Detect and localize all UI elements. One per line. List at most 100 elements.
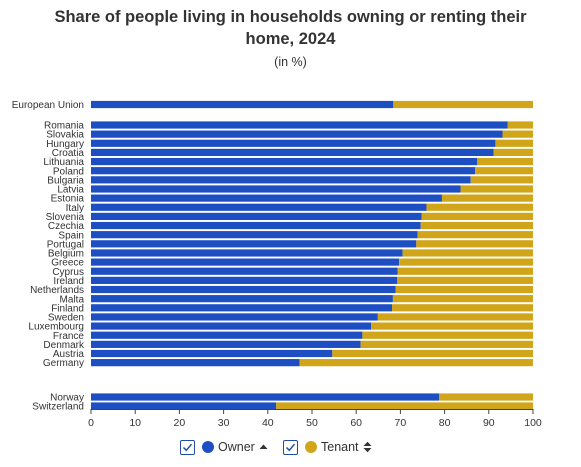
category-label-lithuania: Lithuania — [43, 157, 84, 168]
checkbox-tenant[interactable] — [283, 439, 298, 455]
category-label-estonia: Estonia — [51, 194, 85, 205]
bar-owner-estonia[interactable] — [91, 194, 442, 202]
chart-title: Share of people living in households own… — [0, 6, 581, 50]
legend-swatch-owner — [202, 441, 214, 453]
bar-tenant-estonia[interactable] — [441, 194, 533, 202]
chart-legend: Owner Tenant — [0, 436, 581, 458]
bar-tenant-belgium[interactable] — [402, 249, 533, 257]
bar-tenant-luxembourg[interactable] — [371, 322, 533, 330]
bar-owner-cyprus[interactable] — [91, 267, 398, 275]
bar-owner-spain[interactable] — [91, 231, 418, 239]
bar-owner-sweden[interactable] — [91, 313, 378, 321]
bar-owner-belgium[interactable] — [91, 249, 403, 257]
checkbox-owner[interactable] — [180, 439, 195, 455]
bar-tenant-finland[interactable] — [392, 304, 533, 312]
bar-tenant-slovenia[interactable] — [421, 212, 533, 220]
category-label-european-union: European Union — [12, 100, 84, 111]
bar-tenant-switzerland[interactable] — [276, 402, 533, 410]
bar-tenant-denmark[interactable] — [360, 340, 533, 348]
bar-tenant-germany[interactable] — [299, 359, 533, 367]
bar-owner-malta[interactable] — [91, 295, 393, 303]
bar-owner-bulgaria[interactable] — [91, 176, 471, 184]
legend-item-tenant[interactable]: Tenant — [283, 436, 372, 458]
bar-tenant-bulgaria[interactable] — [470, 176, 533, 184]
bar-tenant-cyprus[interactable] — [397, 267, 533, 275]
bar-owner-finland[interactable] — [91, 304, 392, 312]
bar-owner-netherlands[interactable] — [91, 285, 396, 294]
x-tick-label-20: 20 — [174, 417, 186, 429]
x-tick-label-100: 100 — [524, 417, 542, 429]
category-label-czechia: Czechia — [48, 221, 85, 232]
bar-tenant-spain[interactable] — [417, 231, 533, 239]
bar-tenant-latvia[interactable] — [460, 185, 533, 193]
checkmark-icon — [285, 443, 296, 451]
bar-tenant-malta[interactable] — [392, 295, 533, 303]
category-label-luxembourg: Luxembourg — [28, 322, 84, 333]
x-tick-label-90: 90 — [483, 417, 495, 429]
category-label-france: France — [53, 331, 85, 342]
category-label-ireland: Ireland — [53, 276, 84, 287]
category-label-italy: Italy — [66, 203, 84, 214]
category-label-finland: Finland — [51, 303, 84, 314]
bar-tenant-france[interactable] — [362, 331, 533, 339]
bar-tenant-austria[interactable] — [332, 349, 533, 358]
bar-tenant-ireland[interactable] — [397, 276, 533, 284]
x-tick-label-50: 50 — [306, 417, 318, 429]
bar-owner-denmark[interactable] — [91, 340, 361, 348]
bar-tenant-european-union[interactable] — [393, 100, 533, 109]
x-tick-label-10: 10 — [129, 417, 141, 429]
x-tick-label-70: 70 — [395, 417, 407, 429]
bar-tenant-croatia[interactable] — [493, 148, 533, 157]
bar-owner-germany[interactable] — [91, 359, 300, 367]
sort-ascending-icon[interactable] — [259, 443, 268, 451]
category-label-denmark: Denmark — [43, 340, 85, 351]
bar-owner-croatia[interactable] — [91, 148, 494, 157]
category-label-poland: Poland — [53, 166, 84, 177]
bar-owner-romania[interactable] — [91, 121, 508, 129]
bar-owner-slovakia[interactable] — [91, 130, 503, 138]
bar-tenant-italy[interactable] — [426, 203, 533, 211]
sort-both-icon[interactable] — [363, 441, 372, 453]
bar-owner-france[interactable] — [91, 331, 363, 339]
category-label-romania: Romania — [44, 121, 84, 132]
bar-owner-czechia[interactable] — [91, 221, 421, 230]
bar-owner-lithuania[interactable] — [91, 157, 478, 166]
bar-owner-latvia[interactable] — [91, 185, 461, 193]
bar-owner-portugal[interactable] — [91, 240, 417, 248]
bar-tenant-poland[interactable] — [475, 167, 533, 175]
bar-tenant-norway[interactable] — [439, 393, 533, 401]
bar-tenant-lithuania[interactable] — [477, 157, 533, 166]
bar-owner-switzerland[interactable] — [91, 402, 277, 410]
bar-owner-slovenia[interactable] — [91, 212, 422, 220]
category-label-austria: Austria — [53, 349, 85, 360]
bar-tenant-netherlands[interactable] — [395, 285, 533, 294]
bar-tenant-portugal[interactable] — [416, 240, 533, 248]
chart-title-line-2: home, 2024 — [245, 30, 336, 48]
bar-tenant-slovakia[interactable] — [502, 130, 534, 138]
bar-owner-greece[interactable] — [91, 258, 400, 266]
bar-owner-italy[interactable] — [91, 203, 427, 211]
x-tick-label-80: 80 — [439, 417, 451, 429]
bar-owner-austria[interactable] — [91, 349, 333, 358]
x-tick-label-60: 60 — [350, 417, 362, 429]
bar-tenant-hungary[interactable] — [495, 139, 533, 147]
bar-owner-hungary[interactable] — [91, 139, 496, 147]
category-label-spain: Spain — [58, 230, 84, 241]
legend-swatch-tenant — [305, 441, 317, 453]
legend-item-owner[interactable]: Owner — [180, 436, 268, 458]
bar-owner-luxembourg[interactable] — [91, 322, 372, 330]
bar-tenant-sweden[interactable] — [377, 313, 533, 321]
bar-tenant-romania[interactable] — [507, 121, 533, 129]
bar-owner-norway[interactable] — [91, 393, 440, 401]
bar-owner-ireland[interactable] — [91, 276, 398, 284]
bar-owner-poland[interactable] — [91, 167, 476, 175]
category-label-hungary: Hungary — [46, 139, 84, 150]
category-label-slovenia: Slovenia — [46, 212, 85, 223]
bar-tenant-greece[interactable] — [399, 258, 533, 266]
category-label-norway: Norway — [50, 393, 84, 404]
bar-owner-european-union[interactable] — [91, 100, 394, 109]
bar-tenant-czechia[interactable] — [420, 221, 533, 230]
legend-label-owner: Owner — [218, 440, 255, 454]
category-label-croatia: Croatia — [52, 148, 85, 159]
